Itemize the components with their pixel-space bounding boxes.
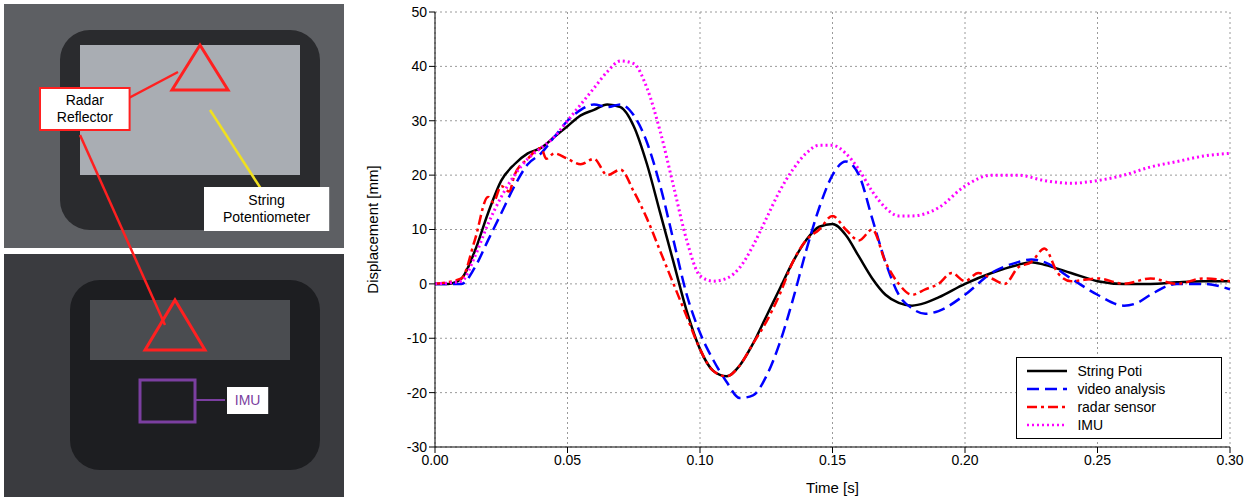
svg-text:0.05: 0.05 — [554, 452, 581, 468]
svg-text:0.15: 0.15 — [819, 452, 846, 468]
svg-text:-20: -20 — [407, 385, 427, 401]
html-text:String Poti: String Poti — [1077, 363, 1142, 379]
svg-text:-10: -10 — [407, 330, 427, 346]
html-text:video analysis: video analysis — [1077, 381, 1166, 397]
svg-text:Time [s]: Time [s] — [806, 479, 859, 496]
svg-text:0.00: 0.00 — [421, 451, 449, 468]
svg-text:10: 10 — [411, 221, 427, 237]
svg-text:0.25: 0.25 — [1084, 452, 1111, 468]
svg-text:0.10: 0.10 — [686, 452, 713, 468]
svg-text:40: 40 — [411, 58, 427, 74]
svg-text:Displacement [mm]: Displacement [mm] — [364, 165, 381, 293]
svg-text:0.20: 0.20 — [951, 452, 978, 468]
svg-text:StringPotentiometer: StringPotentiometer — [223, 192, 310, 225]
svg-text:20: 20 — [411, 167, 427, 183]
html-text:IMU: IMU — [1077, 417, 1104, 433]
svg-text:50: 50 — [411, 4, 427, 20]
svg-text:30: 30 — [411, 113, 427, 129]
svg-text:-30: -30 — [407, 439, 427, 455]
svg-text:RadarReflector: RadarReflector — [57, 92, 113, 125]
svg-text:IMU: IMU — [235, 392, 261, 408]
html-text:radar sensor: radar sensor — [1077, 399, 1156, 415]
svg-text:0.30: 0.30 — [1216, 452, 1243, 468]
svg-text:0: 0 — [419, 276, 427, 292]
